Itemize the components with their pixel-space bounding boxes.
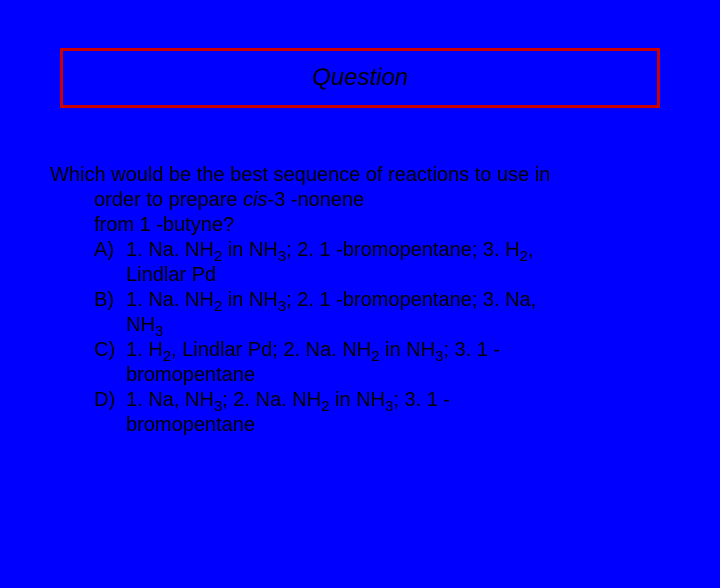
option-c-letter: C) [94,338,126,388]
option-b-letter: B) [94,288,126,338]
question-content: Which would be the best sequence of reac… [0,163,720,438]
question-stem-line2: order to prepare cis-3 -nonene [50,188,670,213]
option-a-line2: Lindlar Pd [126,263,670,288]
t: 1. Na. NH [126,289,214,311]
t: ; 2. Na. NH [222,389,321,411]
option-d-letter: D) [94,388,126,438]
t: ; 2. 1 -bromopentane; 3. H [286,239,519,261]
option-c-line2: bromopentane [126,363,670,388]
option-b-body: 1. Na. NH2 in NH3; 2. 1 -bromopentane; 3… [126,288,670,338]
option-a-line1: 1. Na. NH 2 in NH3; 2. 1 -bromopentane; 3… [126,238,670,263]
slide-title: Question [312,64,408,92]
sub: 3 [278,298,286,315]
t: , [528,239,534,261]
option-d: D) 1. Na, NH3; 2. Na. NH2 in NH3; 3. 1 -… [50,388,670,438]
option-d-line1: 1. Na, NH3; 2. Na. NH2 in NH3; 3. 1 - [126,388,670,413]
option-b-line1: 1. Na. NH2 in NH3; 2. 1 -bromopentane; 3… [126,288,670,313]
t: ; 3. 1 - [443,339,500,361]
option-c-line1: 1. H2, Lindlar Pd; 2. Na. NH2 in NH3; 3.… [126,338,670,363]
option-a-letter: A) [94,238,126,288]
t: 1. Na. NH [126,239,214,261]
sub: 2 [214,298,222,315]
option-a: A) 1. Na. NH 2 in NH3; 2. 1 -bromopentane… [50,238,670,288]
t: in NH [379,339,435,361]
option-c-body: 1. H2, Lindlar Pd; 2. Na. NH2 in NH3; 3.… [126,338,670,388]
stem2-pre: order to prepare [94,189,243,211]
t: 1. Na, NH [126,389,214,411]
option-b-line2: NH3 [126,313,670,338]
option-d-body: 1. Na, NH3; 2. Na. NH2 in NH3; 3. 1 - br… [126,388,670,438]
option-d-line2: bromopentane [126,413,670,438]
question-stem-line3: from 1 -butyne? [50,213,670,238]
sub: 3 [278,248,286,265]
t: in NH [222,289,278,311]
option-b: B) 1. Na. NH2 in NH3; 2. 1 -bromopentane… [50,288,670,338]
title-box: Question [60,48,660,108]
t: NH [126,314,155,336]
t: , Lindlar Pd; 2. Na. NH [171,339,371,361]
t: ; 3. 1 - [393,389,450,411]
t: 1. H [126,339,163,361]
t: in NH [329,389,385,411]
sub: 2 [520,248,528,265]
stem2-post: -3 -nonene [267,189,364,211]
t: in NH [222,239,278,261]
t: ; 2. 1 -bromopentane; 3. Na, [286,289,536,311]
option-c: C) 1. H2, Lindlar Pd; 2. Na. NH2 in NH3;… [50,338,670,388]
option-a-body: 1. Na. NH 2 in NH3; 2. 1 -bromopentane; 3… [126,238,670,288]
stem2-italic: cis [243,189,267,211]
question-stem-line1: Which would be the best sequence of reac… [50,163,670,188]
